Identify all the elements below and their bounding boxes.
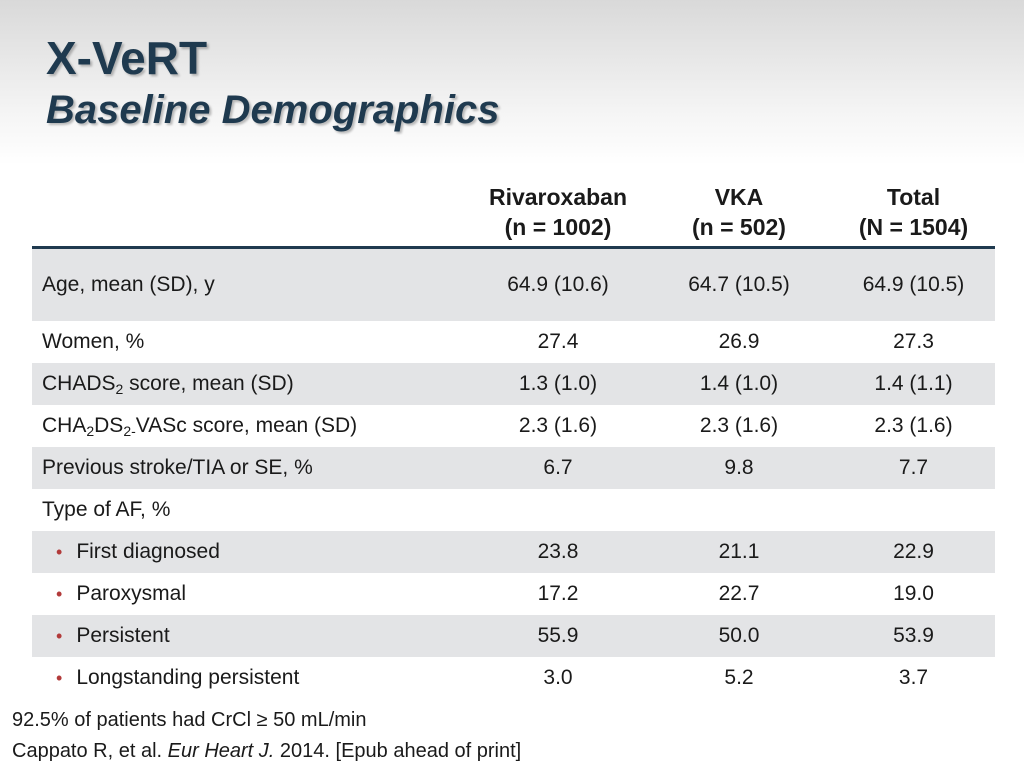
row-label: CHADS2 score, mean (SD)	[32, 363, 470, 405]
bullet-icon: •	[56, 542, 63, 562]
title-block: X-VeRT Baseline Demographics	[46, 30, 500, 134]
cell-rivaroxaban: 1.3 (1.0)	[470, 363, 646, 405]
citation-details: 2014. [Epub ahead of print]	[274, 740, 522, 762]
cell-rivaroxaban: 27.4	[537, 330, 579, 353]
citation-journal: Eur Heart J.	[167, 740, 275, 762]
cell-rivaroxaban: 17.2	[537, 582, 579, 605]
cell-total: 2.3 (1.6)	[874, 414, 953, 437]
cell-rivaroxaban: 55.9	[470, 615, 646, 657]
label-subscript: 2-	[123, 423, 136, 439]
label-part: CHA	[42, 414, 87, 437]
header-rivaroxaban-n: (n = 1002)	[504, 214, 612, 240]
table-row-persistent: • Persistent 55.9 50.0 53.9	[32, 615, 995, 657]
cell-total: 22.9	[832, 531, 995, 573]
cell-vka: 5.2	[724, 666, 754, 689]
cell-empty	[646, 489, 832, 531]
cell-total: 3.7	[898, 666, 929, 689]
cell-rivaroxaban: 6.7	[470, 447, 646, 489]
table-header-row: Rivaroxaban (n = 1002) VKA (n = 502) Tot…	[32, 168, 995, 249]
cell-total: 19.0	[893, 582, 934, 605]
cell-vka: 9.8	[646, 447, 832, 489]
cell-empty	[832, 489, 995, 531]
row-label: • Longstanding persistent	[32, 657, 470, 699]
row-label: CHA2DS2-VASc score, mean (SD)	[32, 405, 470, 447]
cell-empty	[470, 489, 646, 531]
cell-vka: 1.4 (1.0)	[646, 363, 832, 405]
table-row-cha2ds2-vasc: CHA2DS2-VASc score, mean (SD) 2.3 (1.6) …	[32, 405, 995, 447]
label-part: VASc score, mean (SD)	[135, 414, 358, 437]
row-label: • Paroxysmal	[32, 573, 470, 615]
cell-rivaroxaban: 23.8	[470, 531, 646, 573]
citation: Cappato R, et al. Eur Heart J. 2014. [Ep…	[12, 740, 521, 763]
label-text: Longstanding persistent	[76, 666, 300, 689]
label-text: Persistent	[76, 624, 170, 647]
slide-subtitle: Baseline Demographics	[46, 88, 500, 132]
cell-vka: 22.7	[718, 582, 760, 605]
table-row-first-diagnosed: • First diagnosed 23.8 21.1 22.9	[32, 531, 995, 573]
cell-rivaroxaban: 2.3 (1.6)	[518, 414, 598, 437]
row-label: • Persistent	[32, 615, 470, 657]
cell-total: 1.4 (1.1)	[832, 363, 995, 405]
header-total-n: (N = 1504)	[858, 214, 969, 240]
cell-vka: 2.3 (1.6)	[699, 414, 779, 437]
header-vka-n: (n = 502)	[692, 214, 786, 240]
citation-authors: Cappato R, et al.	[12, 740, 168, 762]
table-row-stroke: Previous stroke/TIA or SE, % 6.7 9.8 7.7	[32, 447, 995, 489]
label-part: DS	[94, 414, 124, 437]
row-label: Previous stroke/TIA or SE, %	[32, 447, 470, 489]
row-label: Type of AF, %	[42, 498, 171, 521]
header-vka-name: VKA	[714, 184, 764, 210]
header-rivaroxaban: Rivaroxaban (n = 1002)	[470, 168, 646, 249]
cell-rivaroxaban: 64.9 (10.6)	[470, 247, 646, 321]
cell-rivaroxaban: 3.0	[543, 666, 573, 689]
slide-title: X-VeRT	[46, 32, 208, 84]
cell-vka: 26.9	[718, 330, 760, 353]
table-row-longstanding: • Longstanding persistent 3.0 5.2 3.7	[32, 657, 995, 699]
crcl-footnote: 92.5% of patients had CrCl ≥ 50 mL/min	[12, 709, 367, 731]
cell-vka: 64.7 (10.5)	[646, 247, 832, 321]
cell-total: 53.9	[832, 615, 995, 657]
label-text: First diagnosed	[76, 540, 220, 563]
bullet-icon: •	[56, 626, 63, 646]
header-vka: VKA (n = 502)	[646, 168, 832, 249]
table-row-women: Women, % 27.4 26.9 27.3	[32, 321, 995, 363]
row-label: • First diagnosed	[32, 531, 470, 573]
cell-vka: 50.0	[646, 615, 832, 657]
table-row-age: Age, mean (SD), y 64.9 (10.6) 64.7 (10.5…	[32, 247, 995, 321]
label-part: CHADS	[42, 372, 116, 395]
header-total-name: Total	[886, 184, 941, 210]
header-empty	[32, 168, 470, 249]
label-text: Paroxysmal	[76, 582, 187, 605]
header-rivaroxaban-name: Rivaroxaban	[488, 184, 628, 210]
label-subscript: 2	[86, 423, 95, 439]
cell-total: 64.9 (10.5)	[832, 247, 995, 321]
row-label: Women, %	[42, 330, 145, 353]
row-label: Age, mean (SD), y	[32, 247, 470, 321]
label-subscript: 2	[115, 381, 124, 397]
cell-vka: 21.1	[646, 531, 832, 573]
cell-total: 7.7	[832, 447, 995, 489]
cell-total: 27.3	[893, 330, 934, 353]
bullet-icon: •	[56, 668, 63, 688]
table-row-chads2: CHADS2 score, mean (SD) 1.3 (1.0) 1.4 (1…	[32, 363, 995, 405]
demographics-table: Rivaroxaban (n = 1002) VKA (n = 502) Tot…	[32, 168, 995, 699]
header-total: Total (N = 1504)	[832, 168, 995, 249]
table-row-paroxysmal: • Paroxysmal 17.2 22.7 19.0	[32, 573, 995, 615]
bullet-icon: •	[56, 584, 63, 604]
label-part: score, mean (SD)	[123, 372, 294, 395]
table-row-af-type: Type of AF, %	[32, 489, 995, 531]
